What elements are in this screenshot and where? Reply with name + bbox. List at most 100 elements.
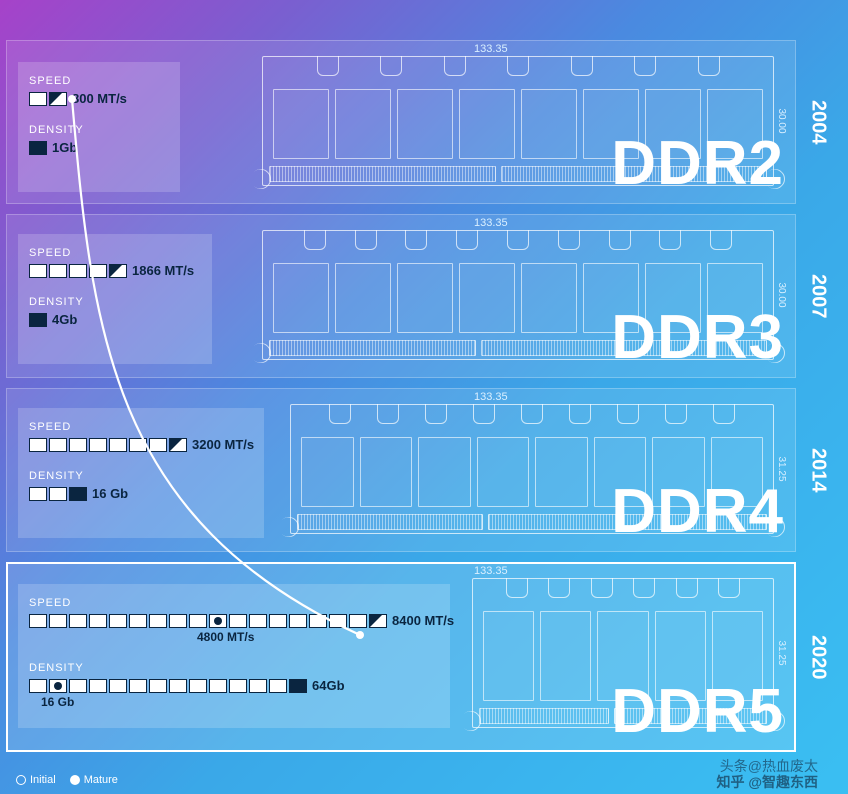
indicator-box — [49, 487, 67, 501]
indicator-box — [49, 438, 67, 452]
speed-label: SPEED — [29, 597, 439, 609]
indicator-box — [89, 264, 107, 278]
indicator-box — [69, 679, 87, 693]
indicator-boxes — [29, 679, 307, 693]
speed-label: SPEED — [29, 247, 201, 259]
indicator-boxes — [29, 313, 47, 327]
density-value: 1Gb — [52, 140, 77, 155]
indicator-box — [169, 614, 187, 628]
indicator-box — [289, 614, 307, 628]
legend: Initial Mature — [16, 774, 118, 786]
speed-value: 3200 MT/s — [192, 437, 254, 452]
density-value: 4Gb — [52, 312, 77, 327]
year-label: 2004 — [798, 40, 838, 204]
indicator-box — [109, 438, 127, 452]
indicator-boxes — [29, 92, 67, 106]
density-label: DENSITY — [29, 296, 201, 308]
density-label: DENSITY — [29, 124, 169, 136]
year-label: 2020 — [798, 562, 838, 752]
indicator-box — [229, 614, 247, 628]
indicator-box — [49, 679, 67, 693]
indicator-box — [229, 679, 247, 693]
generation-name: DDR2 — [611, 128, 784, 199]
indicator-boxes — [29, 614, 387, 628]
indicator-box — [89, 438, 107, 452]
indicator-box — [69, 264, 87, 278]
indicator-box — [169, 438, 187, 452]
indicator-boxes — [29, 264, 127, 278]
indicator-box — [349, 614, 367, 628]
spec-panel: SPEED8400 MT/s4800 MT/sDENSITY64Gb16 Gb — [18, 584, 450, 728]
indicator-box — [29, 313, 47, 327]
indicator-box — [29, 487, 47, 501]
year-label: 2007 — [798, 214, 838, 378]
indicator-box — [49, 264, 67, 278]
year-label: 2014 — [798, 388, 838, 552]
indicator-box — [49, 92, 67, 106]
spec-panel: SPEED 1866 MT/s DENSITY 4Gb — [18, 234, 212, 364]
indicator-box — [69, 487, 87, 501]
speed-midlabel: 4800 MT/s — [197, 630, 439, 644]
indicator-box — [49, 614, 67, 628]
speed-label: SPEED — [29, 75, 169, 87]
indicator-box — [369, 614, 387, 628]
indicator-box — [29, 438, 47, 452]
indicator-box — [269, 679, 287, 693]
indicator-box — [209, 679, 227, 693]
legend-mature: Mature — [70, 774, 118, 786]
spec-panel: SPEED 3200 MT/s DENSITY 16 Gb — [18, 408, 264, 538]
indicator-box — [109, 679, 127, 693]
indicator-box — [29, 92, 47, 106]
dimension-height: 31.25 — [776, 640, 787, 665]
speed-value: 800 MT/s — [72, 91, 127, 106]
indicator-box — [29, 141, 47, 155]
density-value: 16 Gb — [92, 486, 128, 501]
watermark: 知乎 @智趣东西 — [716, 772, 818, 792]
generation-name: DDR3 — [611, 302, 784, 373]
indicator-box — [89, 679, 107, 693]
indicator-box — [289, 679, 307, 693]
indicator-box — [129, 438, 147, 452]
indicator-box — [29, 614, 47, 628]
infographic-canvas: 2004133.3530.00DDR2SPEED800 MT/sDENSITY1… — [0, 0, 848, 794]
density-midlabel: 16 Gb — [41, 695, 439, 709]
indicator-box — [189, 614, 207, 628]
density-label: DENSITY — [29, 470, 253, 482]
density-value: 64Gb — [312, 678, 345, 693]
indicator-boxes — [29, 438, 187, 452]
dimension-width: 133.35 — [474, 43, 508, 55]
indicator-box — [149, 438, 167, 452]
indicator-box — [269, 614, 287, 628]
indicator-box — [169, 679, 187, 693]
indicator-box — [109, 264, 127, 278]
indicator-box — [89, 614, 107, 628]
dimension-width: 133.35 — [474, 217, 508, 229]
indicator-box — [189, 679, 207, 693]
speed-value: 8400 MT/s — [392, 613, 454, 628]
indicator-box — [149, 679, 167, 693]
speed-label: SPEED — [29, 421, 253, 433]
indicator-box — [29, 679, 47, 693]
dimension-width: 133.35 — [474, 565, 508, 577]
indicator-boxes — [29, 141, 47, 155]
indicator-boxes — [29, 487, 87, 501]
indicator-box — [249, 679, 267, 693]
density-label: DENSITY — [29, 662, 439, 674]
indicator-box — [129, 679, 147, 693]
speed-value: 1866 MT/s — [132, 263, 194, 278]
indicator-box — [129, 614, 147, 628]
legend-initial: Initial — [16, 774, 56, 786]
indicator-box — [329, 614, 347, 628]
spec-panel: SPEED 800 MT/s DENSITY 1Gb — [18, 62, 180, 192]
indicator-box — [309, 614, 327, 628]
indicator-box — [149, 614, 167, 628]
generation-name: DDR4 — [611, 476, 784, 547]
indicator-box — [109, 614, 127, 628]
dimension-width: 133.35 — [474, 391, 508, 403]
indicator-box — [209, 614, 227, 628]
indicator-box — [29, 264, 47, 278]
indicator-box — [69, 614, 87, 628]
generation-name: DDR5 — [611, 676, 784, 747]
indicator-box — [69, 438, 87, 452]
indicator-box — [249, 614, 267, 628]
